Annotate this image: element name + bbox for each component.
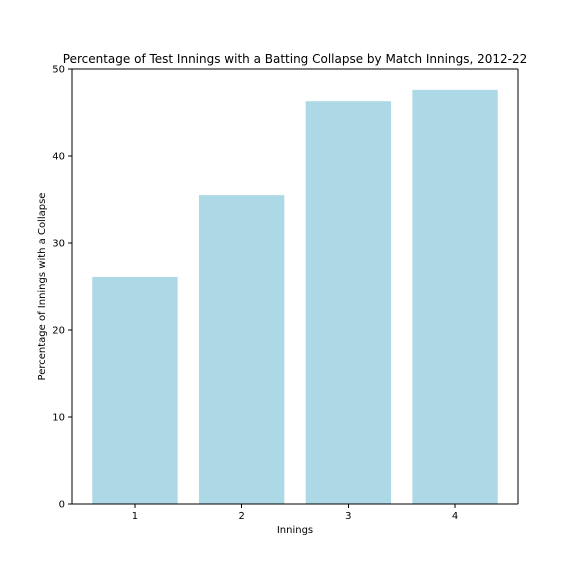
y-tick-label: 10 bbox=[52, 413, 65, 424]
y-tick-label: 0 bbox=[59, 500, 65, 511]
bar-innings-1 bbox=[92, 276, 178, 504]
bar-innings-2 bbox=[198, 195, 285, 504]
bar-innings-3 bbox=[305, 101, 392, 504]
bar-innings-4 bbox=[412, 89, 498, 504]
y-axis-ticks: 0 10 20 30 40 50 bbox=[52, 65, 72, 511]
x-tick-label: 1 bbox=[132, 511, 138, 522]
x-tick-label: 4 bbox=[452, 511, 458, 522]
chart-title: Percentage of Test Innings with a Battin… bbox=[63, 52, 527, 66]
y-tick-label: 40 bbox=[52, 152, 65, 163]
x-tick-label: 3 bbox=[345, 511, 351, 522]
y-tick-label: 50 bbox=[52, 65, 65, 76]
x-axis-ticks: 1 2 3 4 bbox=[132, 504, 458, 522]
x-tick-label: 2 bbox=[238, 511, 244, 522]
bars-group bbox=[92, 89, 498, 504]
y-axis-label: Percentage of Innings with a Collapse bbox=[37, 193, 48, 381]
y-tick-label: 20 bbox=[52, 326, 65, 337]
y-tick-label: 30 bbox=[52, 239, 65, 250]
x-axis-label: Innings bbox=[277, 525, 313, 536]
